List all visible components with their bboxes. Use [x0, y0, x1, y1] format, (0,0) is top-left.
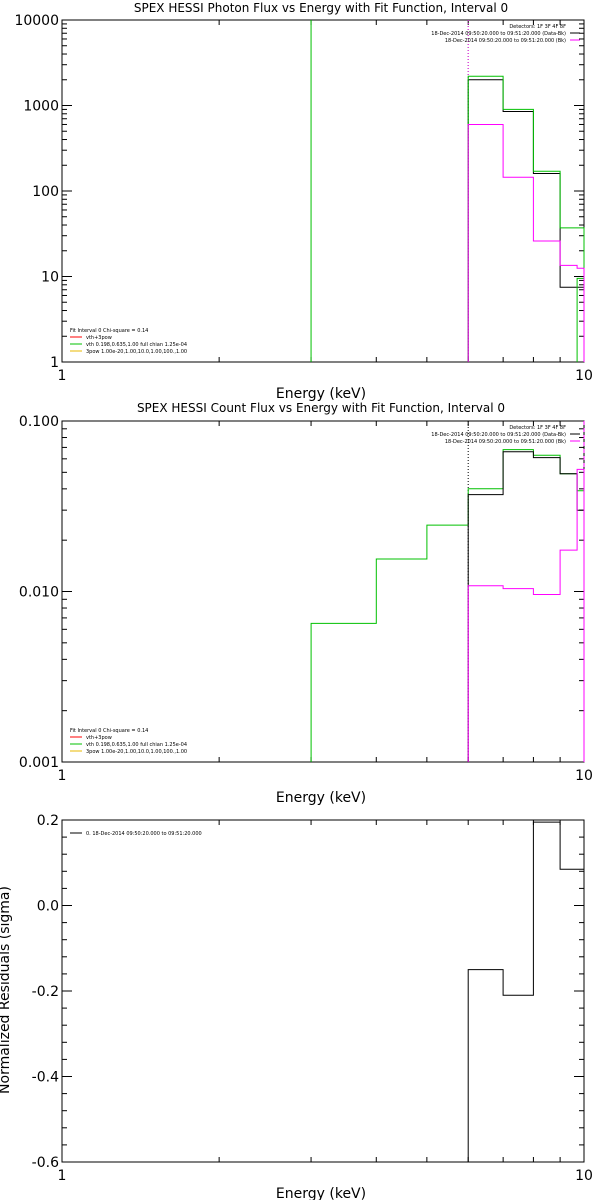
photon-flux-data-series [467, 79, 585, 362]
photon-flux-legend-bottom-text: 3pow 1.00e-20,1.00,10.0,1.00,100.,1.00 [86, 349, 187, 355]
photon-flux-y-tick-label: 1000 [23, 99, 59, 115]
count-flux-legend-bottom-text: vth 0.198,0.635,1.00 full chian 1.25e-04 [86, 742, 187, 748]
residuals-y-tick-label: -0.2 [32, 984, 59, 1000]
count-flux-plot-frame [61, 420, 585, 763]
count-flux-legend-top-text: 18-Dec-2014 09:50:20.000 to 09:51:20.000… [431, 432, 566, 438]
count-flux-y-tick-label: 0.100 [19, 414, 59, 430]
photon-flux-legend-top-text: Detectors: 1F 3F 4F 8F [509, 24, 566, 30]
residuals-legend-top-text: 0. 18-Dec-2014 09:50:20.000 to 09:51:20.… [86, 831, 202, 837]
count-flux-data-series [467, 451, 585, 762]
residuals-y-tick-label: -0.6 [32, 1155, 59, 1171]
photon-flux-panel: SPEX HESSI Photon Flux vs Energy with Fi… [14, 1, 592, 402]
photon-flux-data-series [467, 75, 585, 362]
residuals-ylabel: Normalized Residuals (sigma) [0, 886, 13, 1094]
count-flux-data-series [467, 468, 585, 762]
photon-flux-plot-frame [61, 19, 585, 363]
residuals-y-tick-label: 0.2 [37, 813, 59, 829]
count-flux-data-series [310, 449, 585, 762]
photon-flux-title: SPEX HESSI Photon Flux vs Energy with Fi… [134, 1, 508, 15]
count-flux-title: SPEX HESSI Count Flux vs Energy with Fit… [137, 401, 505, 415]
count-flux-legend-top-text: 18-Dec-2014 09:50:20.000 to 09:51:20.000… [445, 439, 566, 445]
photon-flux-y-tick-label: 100 [32, 184, 59, 200]
photon-flux-legend-bottom-text: vth 0.198,0.635,1.00 full chian 1.25e-04 [86, 342, 187, 348]
count-flux-x-tick-label: 1 [58, 768, 67, 784]
residuals-xlabel: Energy (keV) [276, 1186, 366, 1200]
photon-flux-y-tick-label: 10000 [14, 13, 59, 29]
count-flux-legend-bottom-text: vth+3pow [86, 735, 112, 741]
photon-flux-y-tick-label: 1 [50, 355, 59, 371]
photon-flux-data-series [467, 124, 585, 362]
count-flux-panel: SPEX HESSI Count Flux vs Energy with Fit… [19, 401, 593, 806]
residuals-y-tick-label: -0.4 [32, 1070, 59, 1086]
residuals-plot-frame [61, 819, 585, 1163]
photon-flux-y-tick-label: 10 [41, 270, 59, 286]
photon-flux-legend-top-text: 18-Dec-2014 09:50:20.000 to 09:51:20.000… [445, 38, 566, 44]
photon-flux-legend-bottom-text: Fit Interval 0 Chi-square = 0.14 [70, 328, 148, 334]
residuals-data-series [467, 821, 585, 1162]
count-flux-y-tick-label: 0.010 [19, 585, 59, 601]
count-flux-xlabel: Energy (keV) [276, 790, 366, 806]
photon-flux-x-tick-label: 10 [575, 368, 593, 384]
photon-flux-xlabel: Energy (keV) [276, 386, 366, 402]
count-flux-legend-top-text: Detectors: 1F 3F 4F 8F [509, 425, 566, 431]
residuals-panel: Energy (keV) Normalized Residuals (sigma… [0, 813, 593, 1200]
count-flux-legend-bottom-text: Fit Interval 0 Chi-square = 0.14 [70, 728, 148, 734]
photon-flux-data-series [576, 277, 585, 362]
count-flux-x-tick-label: 10 [575, 768, 593, 784]
residuals-y-tick-label: 0.0 [37, 899, 59, 915]
residuals-x-tick-label: 10 [575, 1168, 593, 1184]
residuals-x-tick-label: 1 [58, 1168, 67, 1184]
photon-flux-legend-top-text: 18-Dec-2014 09:50:20.000 to 09:51:20.000… [431, 31, 566, 37]
photon-flux-legend-bottom-text: vth+3pow [86, 335, 112, 341]
count-flux-y-tick-label: 0.001 [19, 755, 59, 771]
count-flux-legend-bottom-text: 3pow 1.00e-20,1.00,10.0,1.00,100.,1.00 [86, 749, 187, 755]
photon-flux-x-tick-label: 1 [58, 368, 67, 384]
